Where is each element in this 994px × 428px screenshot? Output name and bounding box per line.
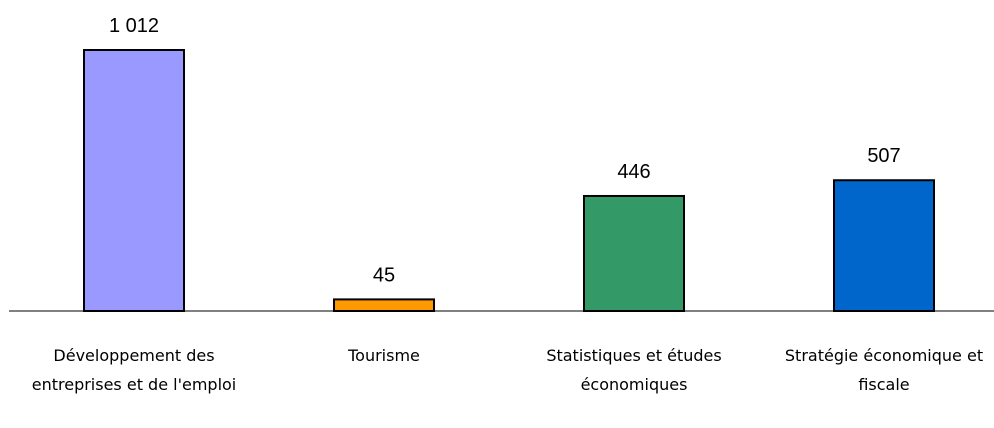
value-label: 446 (617, 161, 650, 183)
value-label: 45 (373, 264, 395, 286)
category-label: Développement des entreprises et de l'emp… (32, 346, 237, 394)
value-label: 1 012 (109, 15, 159, 37)
bar (333, 298, 435, 312)
category-label: Tourisme (347, 346, 420, 365)
value-label: 507 (867, 145, 900, 167)
bar (83, 49, 185, 312)
bar (583, 194, 685, 312)
category-label: Stratégie économique et fiscale (785, 346, 983, 394)
bar (833, 179, 935, 312)
category-label: Statistiques et études économiques (546, 346, 721, 394)
